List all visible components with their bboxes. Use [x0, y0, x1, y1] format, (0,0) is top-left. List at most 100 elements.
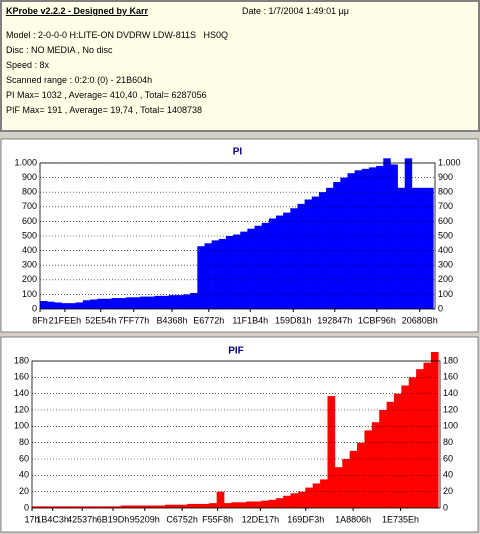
bar — [111, 298, 119, 309]
y-tick-label-right: 800 — [438, 187, 453, 197]
bar — [364, 430, 373, 508]
bar — [283, 495, 291, 508]
bar — [275, 498, 284, 508]
bar — [240, 231, 248, 309]
y-tick-label: 20 — [19, 486, 29, 496]
bar — [118, 298, 127, 309]
x-tick-label: 52E54h — [85, 315, 116, 325]
bar — [231, 502, 240, 508]
bar — [224, 503, 232, 508]
bar — [371, 422, 380, 508]
bar — [320, 479, 328, 508]
y-tick-label: 100 — [14, 421, 29, 431]
bar — [349, 450, 358, 508]
bar — [276, 215, 284, 309]
bar — [304, 199, 313, 309]
bar — [98, 506, 107, 508]
x-tick-label: E6772h — [193, 315, 224, 325]
bar — [161, 295, 170, 309]
y-tick-label: 800 — [22, 187, 37, 197]
info-line: Scanned range : 0:2:0 (0) - 21B604h — [6, 75, 153, 85]
bar — [90, 299, 98, 309]
bar — [47, 301, 55, 309]
y-tick-label-right: 0 — [438, 303, 443, 313]
bar — [168, 295, 177, 309]
y-tick-label: 1.000 — [14, 157, 37, 167]
x-tick-label: 21FEEh — [49, 315, 82, 325]
bar — [238, 502, 247, 508]
x-tick-label: 42537h — [67, 514, 97, 524]
y-tick-label-right: 160 — [443, 372, 458, 382]
bar — [383, 158, 391, 309]
bar — [209, 503, 217, 508]
bar — [54, 506, 62, 508]
bar — [46, 506, 55, 508]
info-line: PI Max= 1032 , Average= 410,40 , Total= … — [6, 90, 207, 100]
y-tick-label-right: 0 — [443, 502, 448, 512]
bar — [91, 506, 99, 508]
y-tick-label: 40 — [19, 470, 29, 480]
x-tick-label: 8Fh — [32, 315, 48, 325]
bar — [340, 177, 348, 309]
bar — [183, 294, 191, 309]
bar — [423, 362, 432, 508]
y-tick-label-right: 120 — [443, 404, 458, 414]
y-tick-label: 500 — [22, 230, 37, 240]
bar — [430, 352, 439, 508]
bar — [333, 181, 341, 309]
bar — [68, 303, 77, 309]
bar — [347, 173, 355, 309]
x-tick-label: 1A8806h — [335, 514, 371, 524]
bar — [404, 158, 413, 309]
bar — [334, 467, 343, 508]
bar — [190, 292, 198, 309]
bar — [261, 222, 270, 309]
y-tick-label-right: 100 — [438, 289, 453, 299]
bar — [164, 504, 173, 508]
bar — [426, 187, 434, 309]
bar — [39, 506, 48, 508]
bar — [393, 393, 402, 508]
bar — [104, 298, 112, 309]
x-tick-label: 95209h — [130, 514, 160, 524]
y-tick-label-right: 180 — [443, 355, 458, 365]
bar — [76, 506, 85, 508]
bar — [68, 506, 77, 508]
bar — [125, 297, 134, 309]
y-tick-label: 200 — [22, 274, 37, 284]
bar — [386, 401, 395, 508]
bar — [246, 501, 254, 508]
y-tick-label-right: 900 — [438, 172, 453, 182]
info-line: Speed : 8x — [6, 60, 50, 70]
date: Date : 1/7/2004 1:49:01 μμ — [242, 6, 349, 16]
bar — [283, 212, 291, 309]
bar — [150, 505, 158, 508]
y-tick-label: 60 — [19, 453, 29, 463]
bar — [297, 203, 305, 309]
bar — [253, 501, 262, 508]
bar — [342, 459, 350, 508]
bar — [82, 300, 91, 309]
bar — [354, 170, 363, 309]
bar — [140, 296, 148, 309]
y-tick-label-right: 80 — [443, 437, 453, 447]
x-tick-label: 11F1B4h — [232, 315, 268, 325]
app-title: KProbe v2.2.2 - Designed by Karr — [6, 6, 149, 16]
bar — [132, 297, 141, 309]
bar — [397, 187, 406, 309]
x-tick-label: 192847h — [317, 315, 352, 325]
bar — [216, 491, 225, 508]
bar — [361, 168, 370, 309]
bar — [187, 503, 195, 508]
bar — [142, 505, 151, 508]
y-tick-label-right: 500 — [438, 230, 453, 240]
bar — [194, 503, 203, 508]
x-tick-label: 159D81h — [275, 315, 312, 325]
bar — [75, 302, 84, 309]
bar — [172, 504, 181, 508]
y-tick-label: 300 — [22, 260, 37, 270]
x-tick-label: B4368h — [156, 315, 187, 325]
info-line: PIF Max= 191 , Average= 19,74 , Total= 1… — [6, 105, 203, 115]
bar — [175, 295, 184, 309]
bar — [113, 506, 121, 508]
